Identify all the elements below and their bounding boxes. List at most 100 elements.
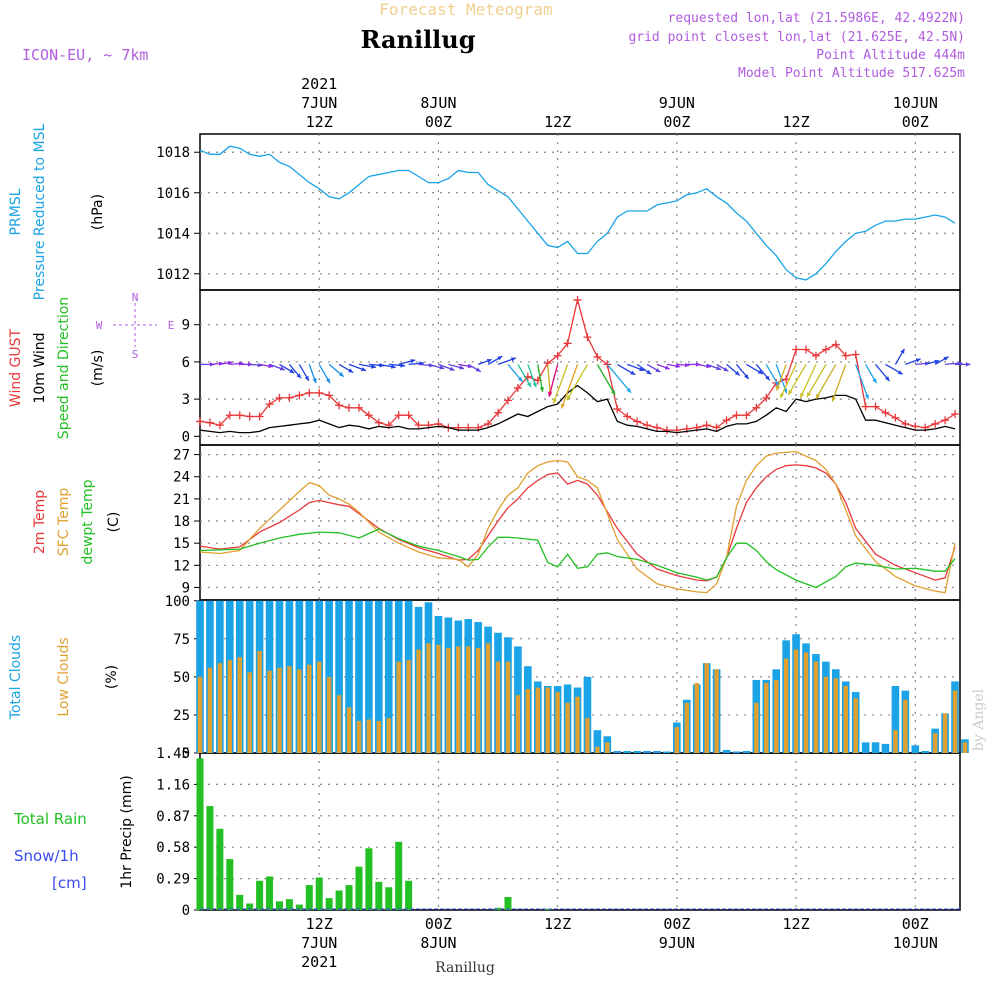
cloud-total-bar [613,751,622,753]
wind-gust-marker [931,419,940,428]
y-axis-label: 1hr Precip (mm) [119,775,135,888]
cloud-low-bar [813,661,819,753]
precip-rain-bar [365,848,373,910]
wind-gust-marker [652,423,661,432]
wind-gust-marker [583,333,592,342]
cloud-low-bar [307,664,312,753]
y-axis-label: (m/s) [90,350,106,387]
wind-arrow-head [610,389,615,395]
wind-gust-marker [513,383,522,392]
time-label-top: 2021 [301,75,337,93]
precip-rain-bar [544,908,552,910]
wind-arrow-head [279,366,285,371]
y-tick-label: 18 [173,514,190,530]
precip-rain-bar [355,866,363,910]
time-label-bottom: 12Z [783,915,810,933]
time-label-bottom: 00Z [663,915,690,933]
cloud-total-bar [722,749,731,753]
wind-gust-marker [603,360,612,369]
wind-arrow [566,364,589,401]
time-label-bottom: 2021 [301,953,337,971]
y-tick-label: 1.16 [156,777,190,793]
model-altitude: Model Point Altitude 517.625m [738,66,965,81]
wind-arrow [799,364,817,399]
y-tick-label: 1016 [156,186,190,202]
time-label-top: 00Z [902,113,929,131]
y-tick-label: 9 [182,580,190,596]
precip-rain-bar [494,907,502,910]
wind-gust-marker [762,393,771,402]
y-tick-label: 1.45 [156,746,190,762]
compass-east: E [168,319,175,332]
y-axis-label: Wind GUST [8,328,24,407]
compass-west: W [96,319,103,332]
wind-arrow-head [312,378,317,384]
wind-gust-marker [633,417,642,426]
wind-arrow-head [765,375,770,381]
cloud-low-bar [466,646,471,753]
wind-gust-marker [841,351,850,360]
time-label-top: 7JUN [301,94,337,112]
wind-gust-marker [712,423,721,432]
precip-rain-bar [504,897,512,910]
wind-arrow-head [289,368,295,373]
precip-rain-bar [226,859,234,910]
wind-arrow-head [566,395,571,401]
wind-arrow-head [439,365,445,370]
time-label-top: 00Z [663,113,690,131]
wind-arrow-head [943,356,949,361]
wind-gust-marker [265,400,274,409]
wind-gust-marker [662,426,671,435]
time-label-top: 12Z [306,113,333,131]
wind-arrow-head [497,356,503,361]
time-label-top: 12Z [544,113,571,131]
y-tick-label: 0.58 [156,840,190,856]
wind-gust-marker [205,418,214,427]
cloud-low-bar [783,658,789,753]
wind-gust-marker [643,421,652,430]
cloud-low-bar [416,649,421,753]
wind-gust-marker [861,402,870,411]
wind-arrow-head [539,387,544,392]
y-tick-label: 15 [173,536,190,552]
cloud-total-bar [653,751,661,753]
wind-arrow-head [371,364,376,369]
cloud-low-bar [575,696,580,753]
wind-arrow-head [655,367,661,373]
precip-rain-bar [345,885,353,910]
wind-arrow-head [552,398,557,404]
cloud-total-bar [593,730,602,753]
wind-gust-marker [613,405,622,414]
wind-arrow-head [757,369,763,374]
cloud-total-bar [861,742,870,753]
wind-arrow-head [296,373,302,379]
precip-rain-bar [305,885,313,910]
wind-arrow-head [532,382,537,388]
wind-arrow-head [560,403,566,409]
precip-rain-bar [325,898,333,910]
cloud-total-bar [921,751,930,753]
wind-arrow [787,364,807,396]
y-tick-label: 27 [173,448,190,464]
time-label-bottom: 12Z [544,915,571,933]
y-axis-label: Pressure Reduced to MSL [32,123,48,300]
wind-arrow-head [646,369,652,375]
cloud-total-bar [375,600,383,753]
time-label-top: 00Z [425,113,452,131]
wind-speed-line [199,384,956,434]
wind-arrow [548,364,559,397]
wind-gust-marker [305,388,314,397]
wind-gust-marker [394,411,403,420]
wind-gust-marker [196,417,204,426]
wind-arrow-head [475,367,481,372]
cloud-low-bar [287,666,292,753]
y-axis-label: Total Clouds [8,635,24,720]
wind-arrow [775,364,787,391]
wind-arrow-head [630,370,636,375]
wind-arrow-head [410,359,416,364]
wind-gust-marker [811,351,820,360]
top-title: Forecast Meteogram [379,0,552,19]
wind-gust-marker [593,352,602,361]
wind-arrow-head [486,358,492,364]
cloud-total-bar [335,600,343,753]
